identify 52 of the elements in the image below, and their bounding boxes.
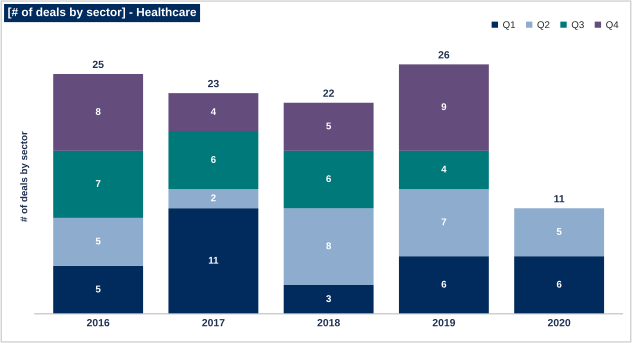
total-label: 22 <box>323 89 334 97</box>
x-tick-label: 2017 <box>202 318 225 326</box>
bar <box>398 150 489 190</box>
bar <box>398 256 489 314</box>
data-label: 6 <box>556 280 562 288</box>
y-axis-title: # of deals by sector <box>20 131 30 222</box>
data-label: 5 <box>326 122 332 130</box>
total-label: 25 <box>92 60 104 68</box>
total-label: 23 <box>208 80 219 88</box>
legend-label: Q1 <box>503 21 516 30</box>
data-label: 8 <box>96 108 101 115</box>
data-label: 7 <box>442 218 446 226</box>
bar <box>168 132 258 190</box>
data-label: 9 <box>442 103 446 110</box>
bar <box>53 150 144 218</box>
data-label: 5 <box>556 228 562 235</box>
data-label: 4 <box>441 166 447 172</box>
bar <box>168 93 258 132</box>
bar <box>53 74 144 151</box>
data-label: 6 <box>442 280 446 288</box>
bar <box>284 102 374 151</box>
legend-label: Q2 <box>537 21 550 30</box>
bar <box>284 150 374 208</box>
legend-label: Q4 <box>606 21 618 30</box>
total-label: 26 <box>438 51 450 58</box>
bar <box>398 64 489 151</box>
legend-label: Q3 <box>572 21 584 30</box>
data-label: 3 <box>326 295 331 302</box>
data-label: 5 <box>96 238 101 244</box>
bar <box>168 208 258 314</box>
x-tick-label: 2018 <box>317 318 340 326</box>
x-tick-label: 2019 <box>432 318 456 326</box>
data-label: 6 <box>211 156 216 163</box>
bar <box>514 256 604 314</box>
bar <box>53 218 144 266</box>
total-label: 11 <box>554 195 564 202</box>
bar <box>168 189 258 208</box>
data-label: 5 <box>96 286 101 292</box>
data-label: 2 <box>211 194 216 202</box>
data-label: 6 <box>326 175 331 182</box>
data-label: 8 <box>326 242 332 250</box>
bar <box>53 266 144 314</box>
x-tick-label: 2016 <box>86 318 110 326</box>
x-tick-label: 2020 <box>548 318 570 326</box>
bar <box>398 189 489 256</box>
data-label: 11 <box>208 256 218 264</box>
data-label: 7 <box>96 180 100 187</box>
chart-title: [# of deals by sector] - Healthcare <box>8 8 196 19</box>
data-label: 4 <box>210 108 216 115</box>
bar <box>284 208 374 286</box>
bar <box>284 285 374 314</box>
bar <box>514 208 604 256</box>
